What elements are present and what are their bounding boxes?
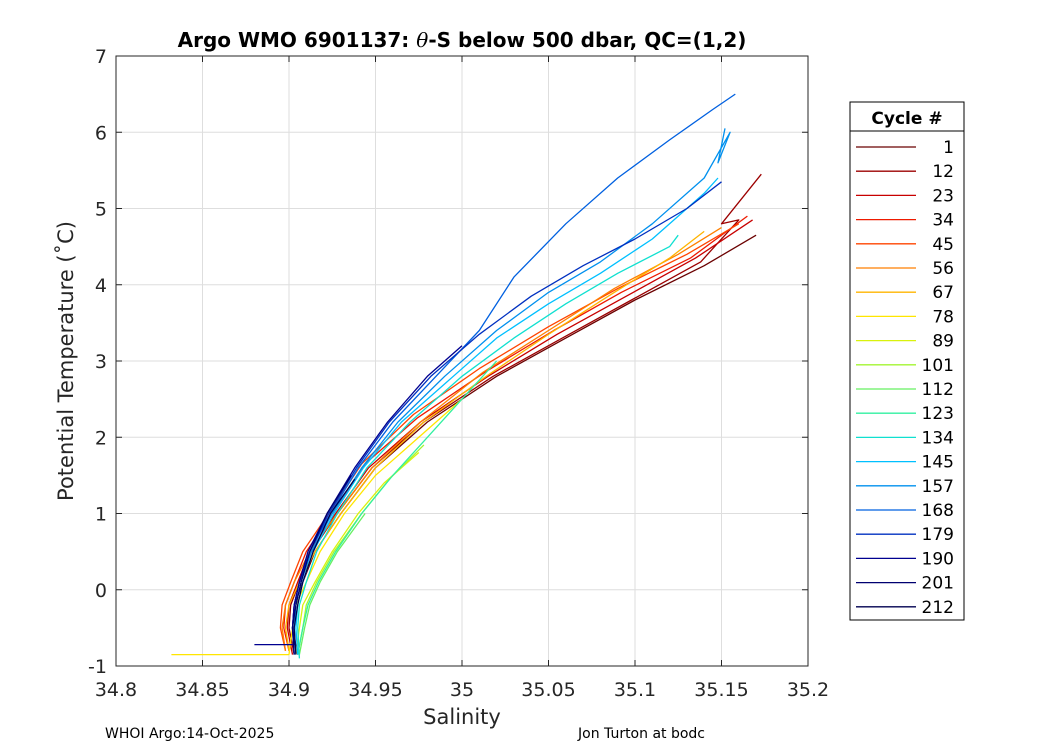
legend-entries: 1122334455667788910111212313414515716817…: [856, 138, 954, 618]
legend-label-190: 190: [922, 549, 954, 569]
series-line-cycle-157: [293, 128, 731, 655]
x-tick-label: 35.15: [694, 679, 748, 701]
y-tick-label: 5: [95, 199, 107, 221]
series-line-cycle-168: [291, 93, 736, 655]
footer-source-date: WHOI Argo:14-Oct-2025: [105, 726, 275, 742]
legend-label-78: 78: [932, 307, 954, 327]
series-line-cycle-145: [295, 177, 719, 655]
chart-title: Argo WMO 6901137: θ-S below 500 dbar, QC…: [178, 28, 747, 52]
legend-label-145: 145: [922, 453, 954, 473]
y-tick-label: -1: [88, 656, 107, 678]
series-line-cycle-123: [297, 360, 498, 655]
series-line-cycle-112: [298, 513, 366, 655]
series-line-cycle-67: [284, 230, 705, 651]
x-tick-label: 34.8: [95, 679, 137, 701]
y-tick-label: 7: [95, 46, 107, 68]
series-line-cycle-78: [171, 398, 463, 656]
x-tick-label: 35.05: [521, 679, 575, 701]
legend-label-157: 157: [922, 477, 954, 497]
legend-label-134: 134: [922, 428, 954, 448]
x-tick-label: 34.85: [175, 679, 229, 701]
legend-label-179: 179: [922, 525, 954, 545]
series-line-cycle-56: [281, 227, 722, 651]
y-tick-label: 6: [95, 122, 107, 144]
series-group: [171, 93, 762, 659]
legend-label-23: 23: [932, 186, 954, 206]
legend-title: Cycle #: [871, 109, 942, 129]
x-tick-label: 35.2: [787, 679, 829, 701]
x-tick-label: 35: [450, 679, 474, 701]
series-line-cycle-201: [291, 475, 352, 655]
x-axis-label: Salinity: [423, 705, 501, 729]
legend-label-212: 212: [922, 598, 954, 618]
legend-label-112: 112: [922, 380, 954, 400]
legend-label-67: 67: [932, 283, 954, 303]
legend-label-45: 45: [932, 235, 954, 255]
series-line-cycle-134: [297, 234, 679, 659]
series-line-cycle-212: [293, 478, 356, 655]
legend-label-101: 101: [922, 356, 954, 376]
axis-ticks: 34.8 34.85 34.9 34.95 35 35.05 35.1 35.15 35.2-1…: [88, 46, 829, 701]
y-axis-label: Potential Temperature (˚C): [54, 221, 78, 501]
legend-label-1: 1: [943, 138, 954, 158]
y-tick-label: 2: [95, 427, 107, 449]
legend-label-201: 201: [922, 574, 954, 594]
x-tick-label: 34.9: [268, 679, 310, 701]
legend-label-56: 56: [932, 259, 954, 279]
x-tick-label: 35.1: [614, 679, 656, 701]
x-tick-label: 34.95: [348, 679, 402, 701]
y-tick-label: 1: [95, 504, 107, 526]
series-line-cycle-34: [283, 215, 748, 651]
y-tick-label: 3: [95, 351, 107, 373]
legend-label-34: 34: [932, 211, 954, 231]
footer-author: Jon Turton at bodc: [578, 726, 706, 742]
y-tick-label: 0: [95, 580, 107, 602]
legend: Cycle # 11223344556677889101112123134145…: [849, 101, 965, 621]
title-theta-symbol: θ: [416, 28, 428, 52]
legend-label-168: 168: [922, 501, 954, 521]
legend-label-12: 12: [932, 162, 954, 182]
legend-label-123: 123: [922, 404, 954, 424]
series-line-cycle-89: [295, 452, 420, 655]
y-tick-label: 4: [95, 275, 107, 297]
legend-label-89: 89: [932, 332, 954, 352]
series-line-cycle-1: [291, 234, 757, 655]
